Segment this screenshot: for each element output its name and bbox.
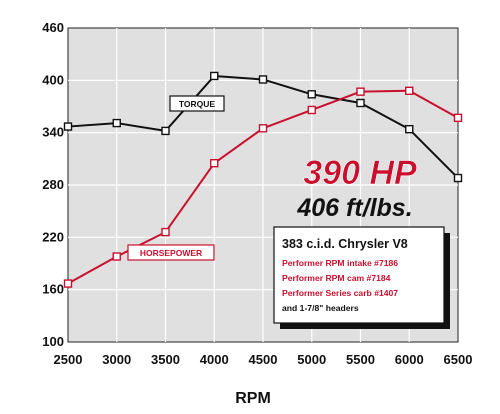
horsepower-point — [453, 113, 463, 123]
torque-point — [356, 98, 365, 108]
spec-title: 383 c.i.d. Chrysler V8 — [282, 237, 408, 251]
x-tick-label: 5000 — [297, 352, 326, 367]
y-tick-label: 160 — [42, 282, 64, 297]
torque-point — [112, 118, 121, 128]
horsepower-point — [112, 252, 121, 261]
spec-line-1: Performer RPM intake #7186 — [282, 258, 398, 268]
horsepower-point — [210, 158, 219, 168]
x-tick-label: 3000 — [102, 352, 131, 367]
x-tick-label: 4000 — [200, 352, 229, 367]
torque-label-box — [169, 95, 225, 112]
y-tick-label: 460 — [42, 20, 64, 35]
spec-line-4: and 1-7/8" headers — [282, 303, 359, 313]
x-axis-title: RPM — [235, 390, 271, 407]
y-axis-ticks: 100 160 220 280 340 400 460 — [42, 20, 64, 349]
horsepower-point — [258, 124, 268, 133]
y-tick-label: 220 — [42, 229, 64, 244]
torque-point — [307, 90, 316, 99]
x-tick-label: 3500 — [151, 352, 180, 367]
torque-headline: 406 ft/lbs. — [296, 194, 412, 222]
spec-box: 383 c.i.d. Chrysler V8 Performer RPM int… — [273, 226, 450, 329]
y-tick-label: 280 — [42, 177, 64, 192]
x-axis-ticks: 2500 3000 3500 4000 4500 5000 5500 6000 6500 — [54, 352, 473, 367]
y-tick-label: 400 — [42, 72, 64, 87]
horsepower-point — [405, 86, 414, 96]
horsepower-point — [356, 87, 365, 96]
x-tick-label: 5500 — [346, 352, 375, 367]
torque-point — [161, 126, 170, 136]
torque-label-text: TORQUE — [179, 99, 216, 109]
horsepower-label: HORSEPOWER — [127, 244, 215, 261]
y-tick-label: 100 — [42, 334, 64, 349]
x-tick-label: 6500 — [444, 352, 473, 367]
torque-point — [453, 173, 463, 183]
horsepower-point — [161, 227, 170, 237]
horsepower-label-box — [127, 244, 215, 261]
torque-point — [210, 71, 219, 81]
hp-headline: 390 HP — [303, 154, 417, 192]
horsepower-label-text: HORSEPOWER — [140, 248, 202, 258]
x-tick-label: 4500 — [249, 352, 278, 367]
y-tick-label: 340 — [42, 125, 64, 140]
x-tick-label: 2500 — [54, 352, 83, 367]
spec-line-3: Performer Series carb #1407 — [282, 288, 398, 298]
horsepower-point — [63, 279, 73, 288]
torque-label: TORQUE — [169, 95, 225, 112]
torque-point — [405, 124, 414, 134]
spec-line-2: Performer RPM cam #7184 — [282, 273, 391, 283]
torque-point — [63, 122, 73, 131]
x-tick-label: 6000 — [395, 352, 424, 367]
spec-box-panel — [273, 226, 445, 324]
torque-point — [258, 75, 268, 84]
horsepower-point — [307, 105, 316, 115]
